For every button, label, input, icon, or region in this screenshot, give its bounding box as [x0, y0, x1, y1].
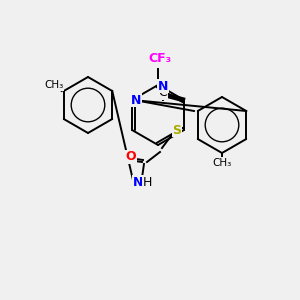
Text: C: C	[159, 86, 167, 100]
Text: N: N	[158, 80, 168, 92]
Text: O: O	[126, 151, 136, 164]
Text: N: N	[133, 176, 143, 188]
Text: N: N	[131, 94, 141, 106]
Text: CH₃: CH₃	[212, 158, 232, 168]
Text: CF₃: CF₃	[148, 52, 172, 65]
Text: S: S	[172, 124, 182, 136]
Text: CH₃: CH₃	[44, 80, 63, 90]
Text: H: H	[142, 176, 152, 188]
